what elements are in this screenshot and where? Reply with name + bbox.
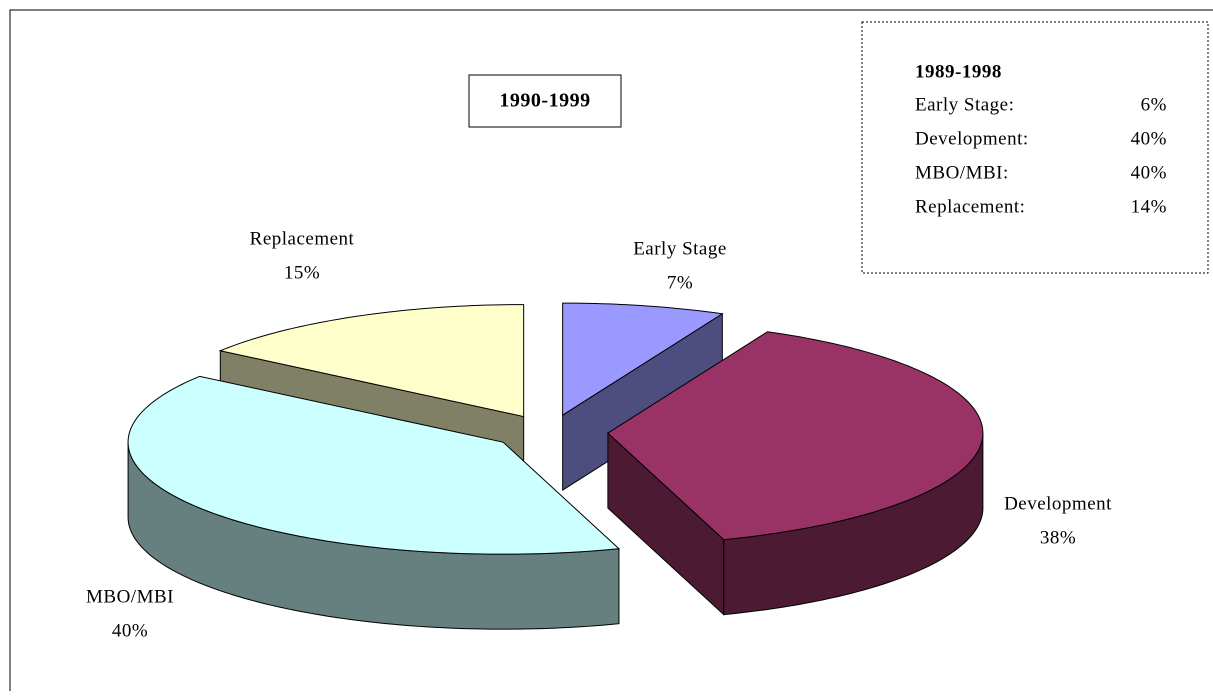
slice-value-label: 38% xyxy=(1040,527,1076,548)
slice-label: MBO/MBI xyxy=(86,586,174,607)
annotation-title: 1989-1998 xyxy=(915,61,1002,82)
chart-title: 1990-1999 xyxy=(499,90,590,112)
slice-value-label: 40% xyxy=(112,620,148,641)
annotation-box xyxy=(861,21,1209,274)
slice-label: Development xyxy=(1004,493,1112,514)
annotation-label: MBO/MBI: xyxy=(915,162,1009,183)
slice xyxy=(562,302,724,417)
slice-label: Replacement xyxy=(250,228,355,249)
slice-label: Early Stage xyxy=(633,238,727,259)
title-box xyxy=(468,74,622,128)
annotation-label: Development: xyxy=(915,128,1029,149)
slice xyxy=(127,375,621,555)
slice-value-label: 15% xyxy=(284,262,320,283)
slice xyxy=(607,331,984,541)
slice-value-label: 7% xyxy=(667,272,693,293)
chart-frame xyxy=(9,9,1213,696)
annotation-value: 6% xyxy=(1141,94,1167,115)
pie xyxy=(127,302,984,630)
slice xyxy=(218,304,525,418)
annotation-label: Early Stage: xyxy=(915,94,1014,115)
annotation-label: Replacement: xyxy=(915,196,1025,217)
annotation-value: 40% xyxy=(1131,162,1167,183)
annotation-value: 40% xyxy=(1131,128,1167,149)
annotation-value: 14% xyxy=(1131,196,1167,217)
